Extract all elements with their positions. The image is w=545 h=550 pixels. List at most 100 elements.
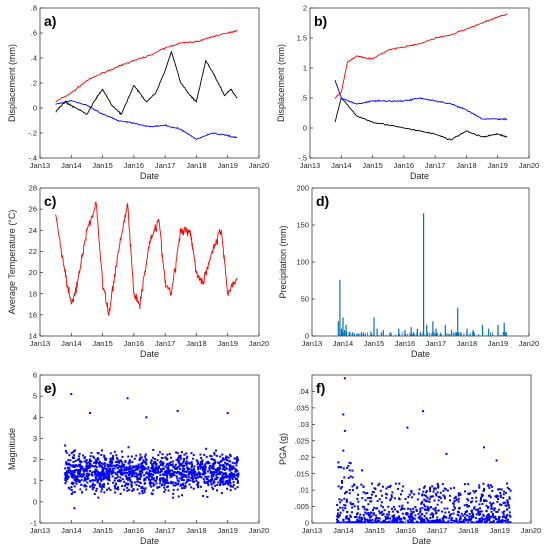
scatter-point — [127, 482, 130, 485]
scatter-point — [211, 466, 214, 469]
scatter-point — [114, 486, 117, 489]
scatter-point — [205, 447, 208, 450]
scatter-point — [116, 473, 119, 476]
scatter-point — [377, 484, 380, 487]
scatter-point — [80, 460, 83, 463]
scatter-point — [184, 474, 187, 477]
scatter-point — [407, 515, 410, 518]
scatter-point — [115, 487, 118, 490]
scatter-point — [401, 512, 404, 515]
scatter-point — [453, 500, 456, 503]
scatter-point — [478, 521, 481, 523]
scatter-point — [103, 455, 106, 458]
precip-bar — [358, 333, 360, 336]
scatter-point — [471, 497, 474, 500]
scatter-point — [351, 485, 354, 488]
scatter-point — [375, 507, 378, 510]
scatter-point — [366, 492, 369, 495]
scatter-point — [391, 491, 394, 494]
scatter-point — [470, 518, 473, 521]
precip-bar — [444, 334, 446, 336]
scatter-point — [423, 485, 426, 488]
scatter-point — [114, 477, 117, 480]
x-tick-label: Jan17 — [155, 526, 175, 535]
scatter-point — [172, 465, 175, 468]
scatter-point — [64, 467, 67, 470]
scatter-point — [189, 470, 192, 473]
scatter-point — [478, 514, 481, 517]
scatter-point — [219, 461, 222, 464]
precip-bar — [395, 334, 397, 336]
scatter-point — [363, 516, 366, 519]
x-tick-label: Jan14 — [331, 161, 351, 170]
scatter-point — [452, 502, 455, 505]
scatter-point — [490, 510, 493, 513]
scatter-point — [432, 513, 435, 516]
scatter-point — [94, 472, 97, 475]
scatter-point — [231, 478, 234, 481]
scatter-point — [105, 471, 108, 474]
scatter-point — [485, 509, 488, 512]
precip-bar — [361, 335, 363, 336]
scatter-point — [390, 521, 393, 523]
scatter-point — [439, 497, 442, 500]
scatter-point — [74, 459, 77, 462]
scatter-point — [502, 501, 505, 504]
precip-bar — [420, 331, 421, 336]
scatter-point — [356, 512, 359, 515]
scatter-point — [225, 466, 228, 469]
scatter-point — [373, 512, 376, 515]
scatter-point — [212, 458, 215, 461]
scatter-point — [441, 510, 444, 513]
panel-label: d) — [316, 193, 329, 209]
scatter-point — [192, 478, 195, 481]
scatter-point — [484, 499, 487, 502]
scatter-point — [153, 458, 156, 461]
scatter-point — [401, 489, 404, 492]
scatter-point — [431, 519, 434, 522]
scatter-point — [190, 465, 193, 468]
scatter-point — [121, 473, 124, 476]
scatter-point — [472, 513, 475, 516]
y-tick-label: .6 — [31, 29, 37, 38]
scatter-point — [161, 456, 164, 459]
precip-bar — [421, 333, 423, 336]
scatter-point — [458, 519, 461, 522]
scatter-point — [398, 521, 401, 523]
scatter-point — [182, 460, 185, 463]
scatter-point — [223, 465, 226, 468]
scatter-point — [498, 488, 501, 491]
scatter-point — [161, 463, 164, 466]
precip-bar — [486, 334, 488, 336]
scatter-point — [126, 489, 129, 492]
scatter-point — [480, 520, 483, 523]
scatter-point — [107, 471, 110, 474]
scatter-point — [67, 486, 70, 489]
scatter-point — [425, 508, 428, 511]
scatter-point — [201, 468, 204, 471]
scatter-point — [149, 480, 152, 483]
scatter-point — [160, 460, 163, 463]
scatter-point — [87, 466, 90, 469]
scatter-point — [128, 474, 131, 477]
scatter-point — [337, 519, 340, 522]
scatter-point — [103, 457, 106, 460]
scatter-point — [117, 459, 120, 462]
x-axis-label: Date — [411, 349, 430, 359]
scatter-point — [188, 462, 191, 465]
scatter-point — [393, 518, 396, 521]
scatter-point — [171, 482, 174, 485]
scatter-point — [475, 489, 478, 492]
scatter-point — [481, 517, 484, 520]
scatter-point — [463, 518, 466, 521]
scatter-point — [114, 491, 117, 494]
scatter-point — [152, 482, 155, 485]
scatter-point — [374, 488, 377, 491]
scatter-point — [102, 486, 105, 489]
scatter-point — [465, 504, 468, 507]
scatter-point — [357, 519, 360, 522]
scatter-point — [442, 520, 445, 523]
scatter-point — [508, 488, 511, 491]
scatter-point — [420, 517, 423, 520]
